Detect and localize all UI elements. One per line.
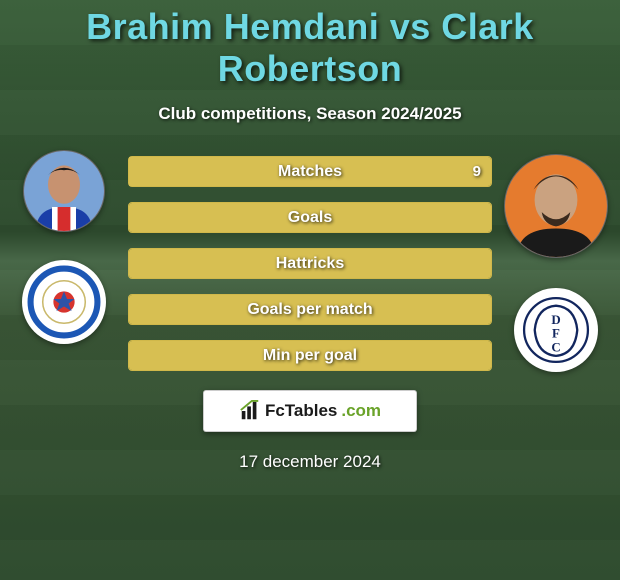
player-left-avatar-svg [24,151,104,231]
player-right-avatar [504,154,608,258]
right-column: D F C [500,154,612,372]
page-title: Brahim Hemdani vs Clark Robertson [0,0,620,90]
avatar-left-face [48,165,80,203]
club-right-badge: D F C [514,288,598,372]
player-right-avatar-svg [505,155,607,257]
club-left-badge [22,260,106,344]
subtitle: Club competitions, Season 2024/2025 [0,104,620,124]
stat-label: Min per goal [263,347,357,365]
stat-fill-left [129,203,310,232]
left-column [8,154,120,344]
stats-bars: Matches 9 Goals Hattricks [120,154,500,371]
date-line: 17 december 2024 [0,452,620,472]
club-right-badge-svg: D F C [518,292,594,368]
brand-box: FcTables.com [203,390,417,432]
stat-label: Goals per match [247,301,372,319]
stat-bar-min-per-goal: Min per goal [128,340,492,371]
badge-right-letter-f: F [552,326,560,341]
brand-name: FcTables [265,401,337,421]
player-left-avatar [23,150,105,232]
badge-right-letter-c: C [551,339,560,354]
brand-domain: .com [341,401,381,421]
stat-label: Matches [278,163,342,181]
chart-icon [239,400,261,422]
stat-fill-right [310,203,491,232]
stat-value-right: 9 [473,163,481,180]
badge-right-letter-d: D [551,312,560,327]
stat-bar-matches: Matches 9 [128,156,492,187]
stat-label: Hattricks [276,255,344,273]
comparison-row: Matches 9 Goals Hattricks [0,154,620,372]
stat-bar-goals: Goals [128,202,492,233]
avatar-left-jersey-stripe2 [58,207,71,231]
stat-bar-hattricks: Hattricks [128,248,492,279]
stat-label: Goals [288,209,332,227]
content-wrapper: Brahim Hemdani vs Clark Robertson Club c… [0,0,620,472]
stat-bar-goals-per-match: Goals per match [128,294,492,325]
club-left-badge-svg [26,264,102,340]
